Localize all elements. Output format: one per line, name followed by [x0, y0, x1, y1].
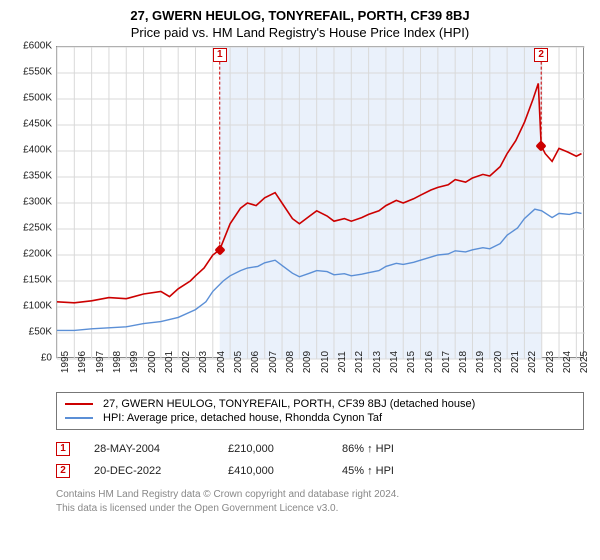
- x-tick-label: 1995: [60, 351, 71, 373]
- footer-line-2: This data is licensed under the Open Gov…: [56, 502, 584, 516]
- y-tick-label: £50K: [8, 327, 52, 338]
- sale-index-box: 2: [56, 464, 70, 478]
- y-tick-label: £0: [8, 353, 52, 364]
- legend-label: 27, GWERN HEULOG, TONYREFAIL, PORTH, CF3…: [103, 398, 475, 410]
- sales-row: 1 28-MAY-2004 £210,000 86% ↑ HPI: [56, 438, 584, 460]
- y-tick-label: £100K: [8, 301, 52, 312]
- x-tick-label: 2009: [302, 351, 313, 373]
- sale-index-box: 1: [56, 442, 70, 456]
- x-tick-label: 2017: [441, 351, 452, 373]
- y-tick-label: £450K: [8, 119, 52, 130]
- x-tick-label: 1996: [77, 351, 88, 373]
- footer-line-1: Contains HM Land Registry data © Crown c…: [56, 488, 584, 502]
- y-tick-label: £400K: [8, 145, 52, 156]
- x-tick-label: 2006: [250, 351, 261, 373]
- y-tick-label: £600K: [8, 41, 52, 52]
- sale-price: £210,000: [228, 443, 318, 455]
- x-tick-label: 1999: [129, 351, 140, 373]
- x-tick-label: 2022: [527, 351, 538, 373]
- legend-row: 27, GWERN HEULOG, TONYREFAIL, PORTH, CF3…: [65, 397, 575, 411]
- x-tick-label: 2020: [493, 351, 504, 373]
- x-tick-label: 2002: [181, 351, 192, 373]
- y-tick-label: £200K: [8, 249, 52, 260]
- x-tick-label: 2021: [510, 351, 521, 373]
- x-tick-label: 2010: [320, 351, 331, 373]
- legend-box: 27, GWERN HEULOG, TONYREFAIL, PORTH, CF3…: [56, 392, 584, 430]
- x-tick-label: 2014: [389, 351, 400, 373]
- legend-swatch: [65, 417, 93, 419]
- legend-row: HPI: Average price, detached house, Rhon…: [65, 411, 575, 425]
- x-tick-label: 2004: [216, 351, 227, 373]
- chart-area: £0 £50K £100K £150K £200K £250K £300K £350K £400…: [8, 46, 592, 386]
- y-tick-label: £250K: [8, 223, 52, 234]
- sale-index-box: 2: [534, 48, 548, 62]
- x-tick-label: 2013: [372, 351, 383, 373]
- plot-region: 12: [56, 46, 584, 358]
- sale-date: 20-DEC-2022: [94, 465, 204, 477]
- y-tick-label: £150K: [8, 275, 52, 286]
- x-tick-label: 2001: [164, 351, 175, 373]
- x-tick-label: 2024: [562, 351, 573, 373]
- x-tick-label: 2003: [198, 351, 209, 373]
- legend-swatch: [65, 403, 93, 405]
- plot-svg: [57, 47, 585, 359]
- x-tick-label: 2025: [579, 351, 590, 373]
- y-tick-label: £550K: [8, 67, 52, 78]
- y-tick-label: £300K: [8, 197, 52, 208]
- sale-hpi-delta: 86% ↑ HPI: [342, 443, 462, 455]
- x-tick-label: 1998: [112, 351, 123, 373]
- sale-price: £410,000: [228, 465, 318, 477]
- x-tick-label: 2011: [337, 351, 348, 373]
- x-tick-label: 2008: [285, 351, 296, 373]
- sales-table: 1 28-MAY-2004 £210,000 86% ↑ HPI 2 20-DEC-202…: [56, 438, 584, 482]
- x-tick-label: 2007: [268, 351, 279, 373]
- x-tick-label: 2000: [147, 351, 158, 373]
- x-tick-label: 2005: [233, 351, 244, 373]
- title-address: 27, GWERN HEULOG, TONYREFAIL, PORTH, CF3…: [8, 8, 592, 23]
- x-tick-label: 2015: [406, 351, 417, 373]
- sales-row: 2 20-DEC-2022 £410,000 45% ↑ HPI: [56, 460, 584, 482]
- chart-container: 27, GWERN HEULOG, TONYREFAIL, PORTH, CF3…: [0, 0, 600, 560]
- legend-label: HPI: Average price, detached house, Rhon…: [103, 412, 382, 424]
- x-tick-label: 2023: [545, 351, 556, 373]
- sale-hpi-delta: 45% ↑ HPI: [342, 465, 462, 477]
- sale-index-box: 1: [213, 48, 227, 62]
- title-subtitle: Price paid vs. HM Land Registry's House …: [8, 25, 592, 40]
- x-tick-label: 2018: [458, 351, 469, 373]
- x-tick-label: 2012: [354, 351, 365, 373]
- y-tick-label: £350K: [8, 171, 52, 182]
- footer-attribution: Contains HM Land Registry data © Crown c…: [56, 488, 584, 515]
- sale-date: 28-MAY-2004: [94, 443, 204, 455]
- x-tick-label: 2019: [475, 351, 486, 373]
- x-tick-label: 2016: [424, 351, 435, 373]
- x-tick-label: 1997: [95, 351, 106, 373]
- y-tick-label: £500K: [8, 93, 52, 104]
